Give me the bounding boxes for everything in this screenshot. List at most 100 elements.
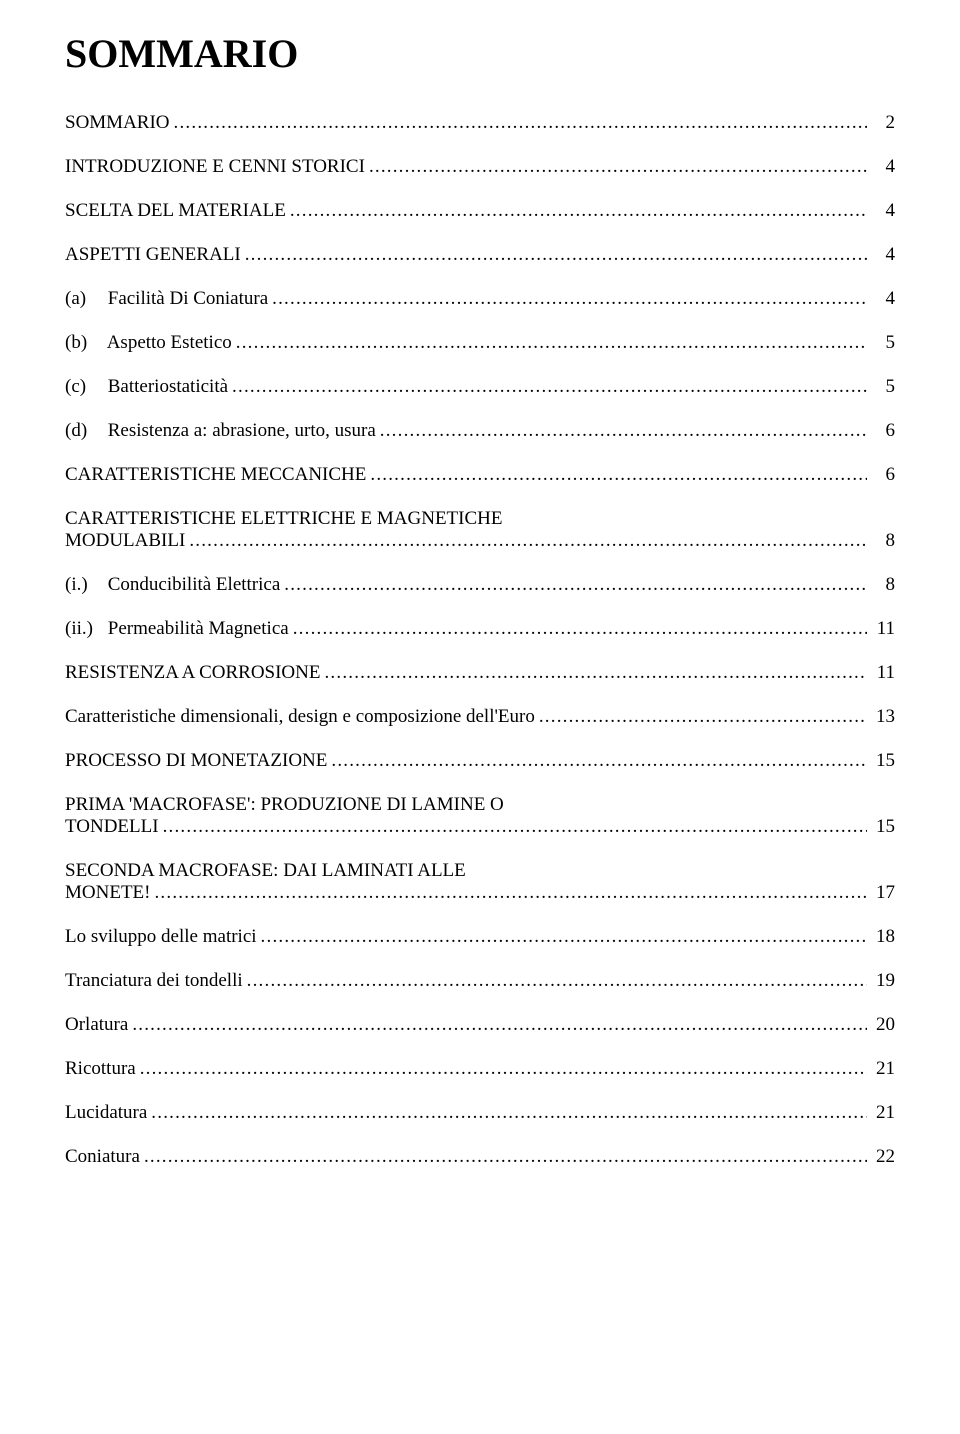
toc-entry-text: Tranciatura dei tondelli (65, 970, 243, 991)
toc-entry-text: Conducibilità Elettrica (108, 574, 281, 595)
toc-entry-page: 22 (871, 1146, 895, 1168)
toc-leader-dots (232, 376, 867, 398)
toc-leader-dots (369, 156, 867, 178)
toc-leader-dots (290, 200, 867, 222)
toc-entry-text: Resistenza a: abrasione, urto, usura (108, 420, 376, 441)
toc-entry-label: SCELTA DEL MATERIALE (65, 200, 286, 222)
toc-entry: CARATTERISTICHE MECCANICHE 6 (65, 464, 895, 486)
toc-entry-text: Coniatura (65, 1146, 140, 1167)
toc-entry-label: (c) Batteriostaticità (65, 376, 228, 398)
toc-entry-label: PROCESSO DI MONETAZIONE (65, 750, 327, 772)
toc-leader-dots (154, 882, 867, 904)
toc-leader-dots (324, 662, 867, 684)
toc-entry-page: 18 (871, 926, 895, 948)
toc-entry-page: 11 (871, 618, 895, 640)
toc-entry-label: (ii.) Permeabilità Magnetica (65, 618, 289, 640)
toc-entry: ASPETTI GENERALI 4 (65, 244, 895, 266)
toc-entry-label: Orlatura (65, 1014, 128, 1036)
toc-leader-dots (284, 574, 867, 596)
toc-entry-label: (i.) Conducibilità Elettrica (65, 574, 280, 596)
toc-entry: Coniatura 22 (65, 1146, 895, 1168)
toc-entry-text: INTRODUZIONE E CENNI STORICI (65, 156, 365, 177)
toc-entry: (b) Aspetto Estetico 5 (65, 332, 895, 354)
toc-entry-label: Lucidatura (65, 1102, 147, 1124)
toc-entry: (i.) Conducibilità Elettrica 8 (65, 574, 895, 596)
toc-entry-label: MODULABILI (65, 530, 185, 552)
toc-entry: Lo sviluppo delle matrici 18 (65, 926, 895, 948)
toc-entry-page: 4 (871, 244, 895, 266)
toc-entry-text: PROCESSO DI MONETAZIONE (65, 750, 327, 771)
toc-leader-dots (539, 706, 867, 728)
toc-entry: PROCESSO DI MONETAZIONE15 (65, 750, 895, 772)
toc-entry-marker: (d) (65, 420, 103, 442)
toc-entry-label: Caratteristiche dimensionali, design e c… (65, 706, 535, 728)
toc-entry: (c) Batteriostaticità 5 (65, 376, 895, 398)
toc-leader-dots (247, 970, 867, 992)
toc-entry-text: SCELTA DEL MATERIALE (65, 200, 286, 221)
toc-entry-line1: PRIMA 'MACROFASE': PRODUZIONE DI LAMINE … (65, 794, 895, 816)
toc-entry-page: 21 (871, 1102, 895, 1124)
toc-entry-text: SOMMARIO (65, 112, 170, 133)
toc-leader-dots (370, 464, 867, 486)
toc-entry-page: 11 (871, 662, 895, 684)
toc-entry-text: ASPETTI GENERALI (65, 244, 241, 265)
toc-entry-page: 4 (871, 288, 895, 310)
toc-entry-page: 8 (871, 530, 895, 552)
toc-entry-text: Ricottura (65, 1058, 136, 1079)
toc-entry-line1: CARATTERISTICHE ELETTRICHE E MAGNETICHE (65, 508, 895, 530)
toc-entry-label: CARATTERISTICHE MECCANICHE (65, 464, 366, 486)
toc-entry-text: Facilità Di Coniatura (108, 288, 268, 309)
toc-entry-page: 17 (871, 882, 895, 904)
toc-entry-label: ASPETTI GENERALI (65, 244, 241, 266)
toc-entry-text: RESISTENZA A CORROSIONE (65, 662, 320, 683)
toc-entry: (a) Facilità Di Coniatura 4 (65, 288, 895, 310)
toc-entry-label: Lo sviluppo delle matrici (65, 926, 257, 948)
toc-entry: Lucidatura 21 (65, 1102, 895, 1124)
toc-entry-text: Orlatura (65, 1014, 128, 1035)
toc-entry-line1: SECONDA MACROFASE: DAI LAMINATI ALLE (65, 860, 895, 882)
toc-leader-dots (174, 112, 867, 134)
toc-entry-page: 5 (871, 332, 895, 354)
toc-entry-label: Ricottura (65, 1058, 136, 1080)
toc-entry: Tranciatura dei tondelli19 (65, 970, 895, 992)
toc-entry-text: Permeabilità Magnetica (108, 618, 289, 639)
toc-entry: PRIMA 'MACROFASE': PRODUZIONE DI LAMINE … (65, 794, 895, 838)
toc-entry-label: RESISTENZA A CORROSIONE (65, 662, 320, 684)
toc-leader-dots (261, 926, 867, 948)
toc-entry-marker: (b) (65, 332, 103, 354)
toc-leader-dots (245, 244, 867, 266)
toc-entry: SCELTA DEL MATERIALE4 (65, 200, 895, 222)
toc-entry: Orlatura 20 (65, 1014, 895, 1036)
toc-leader-dots (132, 1014, 867, 1036)
toc-entry-label: MONETE! (65, 882, 150, 904)
toc-entry-page: 4 (871, 156, 895, 178)
toc-entry-marker: (c) (65, 376, 103, 398)
toc-entry-page: 2 (871, 112, 895, 134)
toc-entry-page: 6 (871, 420, 895, 442)
toc-entry-page: 6 (871, 464, 895, 486)
toc-entry: SOMMARIO 2 (65, 112, 895, 134)
toc-entry-label: (b) Aspetto Estetico (65, 332, 232, 354)
table-of-contents: SOMMARIO 2 INTRODUZIONE E CENNI STORICI 4 SC… (65, 112, 895, 1168)
toc-leader-dots (236, 332, 867, 354)
toc-entry-page: 8 (871, 574, 895, 596)
toc-entry-marker: (ii.) (65, 618, 103, 640)
toc-entry-text: Lucidatura (65, 1102, 147, 1123)
toc-entry-label: Coniatura (65, 1146, 140, 1168)
toc-entry-page: 20 (871, 1014, 895, 1036)
toc-entry: INTRODUZIONE E CENNI STORICI 4 (65, 156, 895, 178)
toc-leader-dots (140, 1058, 867, 1080)
toc-entry-page: 5 (871, 376, 895, 398)
page-title: SOMMARIO (65, 30, 895, 77)
toc-entry-label: (d) Resistenza a: abrasione, urto, usura (65, 420, 376, 442)
toc-entry-page: 15 (871, 816, 895, 838)
toc-leader-dots (151, 1102, 867, 1124)
toc-entry-label: INTRODUZIONE E CENNI STORICI (65, 156, 365, 178)
toc-entry-label: Tranciatura dei tondelli (65, 970, 243, 992)
toc-entry: SECONDA MACROFASE: DAI LAMINATI ALLEMONE… (65, 860, 895, 904)
toc-entry-label: TONDELLI (65, 816, 159, 838)
toc-leader-dots (331, 750, 867, 772)
toc-entry-marker: (a) (65, 288, 103, 310)
toc-entry: Caratteristiche dimensionali, design e c… (65, 706, 895, 728)
toc-leader-dots (189, 530, 867, 552)
